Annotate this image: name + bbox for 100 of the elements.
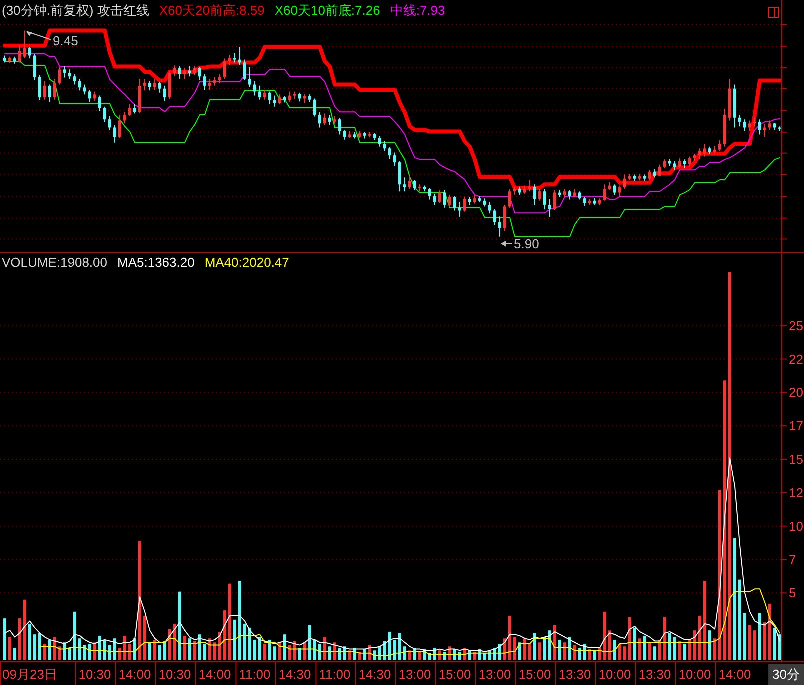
bar [154,640,156,660]
x-tick-label: 14:00 [198,667,232,682]
candlestick [494,208,496,226]
y-tick-label: 25 [789,318,804,334]
bar [678,641,682,660]
bar [768,604,772,660]
candlestick [88,90,92,103]
bar [144,616,146,660]
x-tick-label: 10:30 [158,667,192,682]
candlestick [18,44,22,64]
candlestick [194,66,196,76]
bar [298,648,302,660]
bar [724,380,726,660]
candlestick [204,74,206,90]
bar [48,640,52,660]
candlestick [428,188,432,200]
bar [738,580,742,660]
bar [778,634,782,660]
y-tick-label: 5 [789,586,796,601]
candlestick [164,85,166,102]
bar [254,640,256,660]
candlestick [738,114,742,128]
bar [608,630,612,660]
bar [698,616,702,660]
candlestick [568,190,572,200]
candlestick [458,202,462,218]
x-tick-label: 11:00 [239,667,271,682]
text: MA5:1363.20 [118,255,195,270]
candlestick [198,66,202,81]
bar [114,638,116,660]
candlestick [534,184,536,206]
y-tick-label: 7 [789,552,796,568]
candlestick [234,52,236,64]
bar [68,648,72,660]
bar [74,612,76,660]
bar [4,618,6,660]
bar [614,640,616,660]
bar [774,628,776,660]
candlestick [54,78,56,100]
bar [278,642,282,660]
bar [318,644,322,660]
candlestick [274,95,276,108]
candlestick [328,114,332,126]
bar [264,644,266,660]
bar [638,638,642,660]
bar [658,640,662,660]
candlestick [114,124,116,144]
x-tick-label: 13:00 [398,667,432,682]
bar [524,638,526,660]
candlestick [58,66,62,86]
candlestick [208,78,212,90]
candlestick [464,196,466,212]
bar [28,624,32,660]
candlestick [338,118,342,136]
y-tick-label: 15 [789,452,804,468]
candlestick [38,74,42,101]
x-tick-label: 13:00 [478,667,512,682]
bar [388,632,392,660]
bar [138,541,142,660]
candlestick [698,148,702,160]
chart-title: VOLUME:1908.00 [2,255,108,270]
candlestick [174,65,176,77]
bar [394,640,396,660]
candlestick [398,160,402,192]
candlestick [498,216,502,238]
line-series [40,588,780,656]
text: 中线:7.93 [390,3,446,18]
bar [284,634,286,660]
candlestick [64,66,66,78]
bar [684,644,686,660]
bar [604,612,606,660]
candlestick [258,85,262,100]
bar [314,640,316,660]
bar [84,645,86,660]
candlestick [108,116,112,131]
candlestick [268,91,272,106]
bar [514,637,516,660]
x-tick-label: 13:30 [638,667,672,682]
candlestick [344,130,346,140]
bar [204,644,206,660]
candlestick [554,190,556,211]
bar [694,630,696,660]
bar [668,633,672,660]
candlestick [544,188,546,210]
candlestick [394,152,396,167]
candlestick [508,188,512,208]
bar [564,642,566,660]
bar [648,642,652,660]
text: X60天20前高:8.59 [159,3,265,18]
candlestick [84,84,86,96]
candlestick [444,190,446,208]
bar [148,642,152,660]
x-tick-label: 11:00 [319,667,351,682]
bar [58,646,62,660]
bar [24,600,26,660]
bar [574,645,576,660]
bar [228,584,232,660]
bar [398,633,402,660]
bar [664,617,666,660]
candlestick [248,66,252,88]
